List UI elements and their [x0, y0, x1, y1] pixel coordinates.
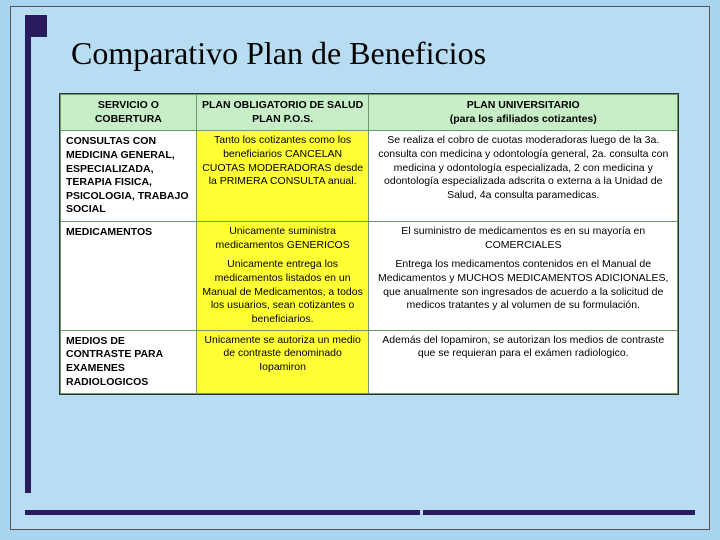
row-label: MEDICAMENTOS	[61, 222, 197, 330]
cell-pos: Unicamente suministra medicamentos GENER…	[196, 222, 369, 330]
accent-bottom-left	[25, 510, 420, 515]
table-header-row: SERVICIO O COBERTURA PLAN OBLIGATORIO DE…	[61, 95, 678, 131]
cell-pos: Tanto los cotizantes como los beneficiar…	[196, 131, 369, 222]
col-header-univ: PLAN UNIVERSITARIO (para los afiliados c…	[369, 95, 678, 131]
accent-bottom-right	[423, 510, 695, 515]
cell-univ: Se realiza el cobro de cuotas moderadora…	[369, 131, 678, 222]
row-label: MEDIOS DE CONTRASTE PARA EXAMENES RADIOL…	[61, 330, 197, 394]
comparison-table: SERVICIO O COBERTURA PLAN OBLIGATORIO DE…	[59, 93, 679, 395]
table-row: MEDIOS DE CONTRASTE PARA EXAMENES RADIOL…	[61, 330, 678, 394]
col-header-servicio: SERVICIO O COBERTURA	[61, 95, 197, 131]
cell-pos: Unicamente se autoriza un medio de contr…	[196, 330, 369, 394]
slide-title: Comparativo Plan de Beneficios	[71, 35, 669, 72]
col-header-pos: PLAN OBLIGATORIO DE SALUD PLAN P.O.S.	[196, 95, 369, 131]
cell-univ: Además del Iopamiron, se autorizan los m…	[369, 330, 678, 394]
cell-univ: El suministro de medicamentos es en su m…	[369, 222, 678, 330]
row-label: CONSULTAS CON MEDICINA GENERAL, ESPECIAL…	[61, 131, 197, 222]
slide-frame: Comparativo Plan de Beneficios SERVICIO …	[10, 6, 710, 530]
table-row: MEDICAMENTOS Unicamente suministra medic…	[61, 222, 678, 330]
table-row: CONSULTAS CON MEDICINA GENERAL, ESPECIAL…	[61, 131, 678, 222]
accent-left-bar	[25, 27, 31, 493]
